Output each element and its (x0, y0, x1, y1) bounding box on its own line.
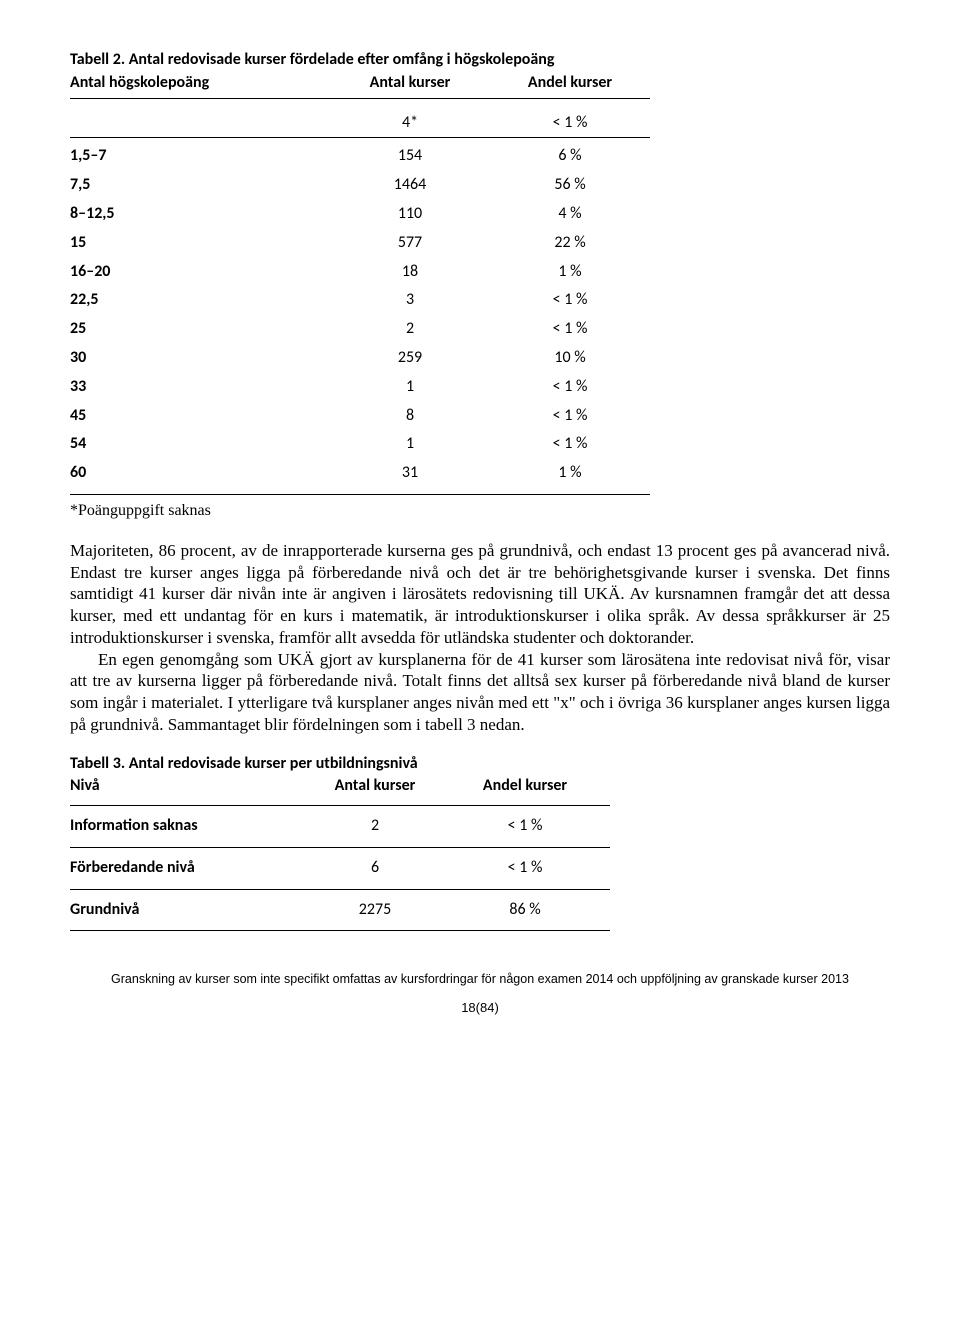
table2-footnote: *Poänguppgift saknas (70, 501, 890, 522)
table-row: Information saknas2< 1 % (70, 806, 610, 848)
col-header: Andel kurser (490, 73, 650, 94)
table-row: 541< 1 % (70, 430, 650, 459)
cell: 6 % (490, 146, 650, 167)
cell: 45 (70, 406, 330, 427)
cell: 8–12,5 (70, 204, 330, 225)
table-row: 4* < 1 % (70, 109, 650, 139)
cell (70, 113, 330, 134)
cell: < 1 % (450, 816, 600, 837)
cell: 60 (70, 463, 330, 484)
cell: 54 (70, 434, 330, 455)
cell: < 1 % (450, 858, 600, 879)
table2-header: Antal högskolepoäng Antal kurser Andel k… (70, 73, 650, 99)
cell: 56 % (490, 175, 650, 196)
cell: 25 (70, 319, 330, 340)
table-row: 252< 1 % (70, 315, 650, 344)
cell: 577 (330, 233, 490, 254)
cell: 8 (330, 406, 490, 427)
cell: 6 (300, 858, 450, 879)
cell: 1 (330, 434, 490, 455)
paragraph: Majoriteten, 86 procent, av de inrapport… (70, 540, 890, 736)
cell: 4* (330, 113, 490, 134)
cell: 1 (330, 377, 490, 398)
table-row: Förberedande nivå6< 1 % (70, 848, 610, 890)
table-row: 60311 % (70, 459, 650, 495)
cell: 22 % (490, 233, 650, 254)
cell: 33 (70, 377, 330, 398)
page-number: 18(84) (70, 1000, 890, 1017)
table-row: 1557722 % (70, 229, 650, 258)
cell: 4 % (490, 204, 650, 225)
cell: 7,5 (70, 175, 330, 196)
cell: 31 (330, 463, 490, 484)
table-row: 7,5146456 % (70, 171, 650, 200)
cell: Grundnivå (70, 900, 300, 921)
cell: 3 (330, 290, 490, 311)
cell: < 1 % (490, 434, 650, 455)
cell: 154 (330, 146, 490, 167)
table3: Nivå Antal kurser Andel kurser Informati… (70, 776, 610, 931)
cell: < 1 % (490, 406, 650, 427)
para-text: Majoriteten, 86 procent, av de inrapport… (70, 541, 890, 647)
cell: 16–20 (70, 262, 330, 283)
col-header: Antal högskolepoäng (70, 73, 330, 94)
cell: 10 % (490, 348, 650, 369)
cell: Förberedande nivå (70, 858, 300, 879)
table2-title: Tabell 2. Antal redovisade kurser fördel… (70, 50, 890, 71)
cell: < 1 % (490, 113, 650, 134)
cell: < 1 % (490, 319, 650, 340)
cell: 86 % (450, 900, 600, 921)
table-row: Grundnivå227586 % (70, 890, 610, 932)
table-row: 8–12,51104 % (70, 200, 650, 229)
cell: 30 (70, 348, 330, 369)
table-row: 1,5–71546 % (70, 142, 650, 171)
cell: 259 (330, 348, 490, 369)
cell: < 1 % (490, 377, 650, 398)
cell: 1 % (490, 463, 650, 484)
cell: 2 (330, 319, 490, 340)
col-header: Antal kurser (300, 776, 450, 797)
cell: 18 (330, 262, 490, 283)
cell: 110 (330, 204, 490, 225)
cell: 2 (300, 816, 450, 837)
cell: 1,5–7 (70, 146, 330, 167)
para-text: En egen genomgång som UKÄ gjort av kursp… (70, 649, 890, 736)
page-footer: Granskning av kurser som inte specifikt … (70, 971, 890, 987)
table3-title: Tabell 3. Antal redovisade kurser per ut… (70, 754, 890, 775)
cell: 22,5 (70, 290, 330, 311)
cell: 1 % (490, 262, 650, 283)
table2: Antal högskolepoäng Antal kurser Andel k… (70, 73, 650, 495)
cell: Information saknas (70, 816, 300, 837)
table-row: 22,53< 1 % (70, 286, 650, 315)
col-header: Antal kurser (330, 73, 490, 94)
cell: 2275 (300, 900, 450, 921)
table3-header: Nivå Antal kurser Andel kurser (70, 776, 610, 806)
table-row: 458< 1 % (70, 402, 650, 431)
table-row: 3025910 % (70, 344, 650, 373)
cell: < 1 % (490, 290, 650, 311)
table-row: 331< 1 % (70, 373, 650, 402)
col-header: Nivå (70, 776, 300, 797)
col-header: Andel kurser (450, 776, 600, 797)
cell: 15 (70, 233, 330, 254)
table-row: 16–20181 % (70, 258, 650, 287)
cell: 1464 (330, 175, 490, 196)
